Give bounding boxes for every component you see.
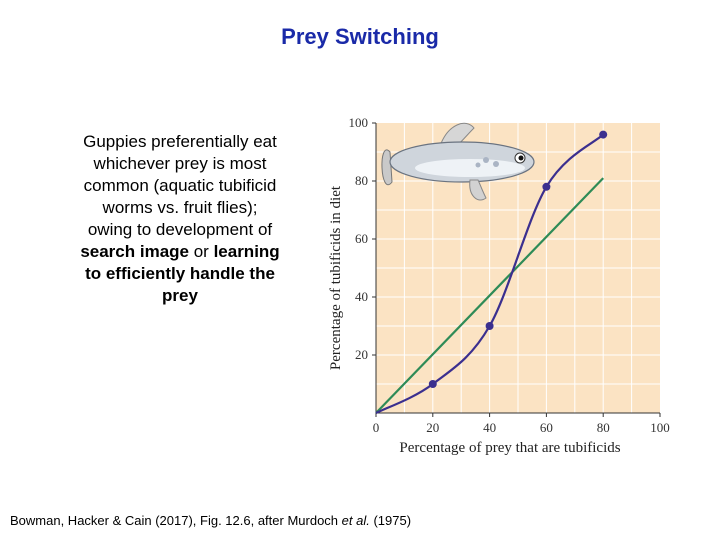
observed-line	[375, 133, 604, 414]
y-tick-label: 20	[355, 347, 368, 362]
data-point	[485, 322, 494, 330]
x-tick-label: 20	[426, 420, 439, 435]
y-tick-label: 60	[355, 231, 368, 246]
x-tick-label: 80	[597, 420, 610, 435]
data-point	[542, 182, 551, 191]
data-point	[599, 130, 608, 139]
x-tick-label: 60	[540, 420, 553, 435]
data-point	[428, 380, 437, 388]
y-tick-label: 80	[355, 173, 368, 188]
slide-title: Prey Switching	[281, 24, 439, 49]
observed-markers	[428, 130, 608, 388]
description-line-2c: or	[189, 242, 214, 261]
expected-line	[375, 177, 604, 414]
description-line-1: Guppies preferentially eat whichever pre…	[83, 132, 277, 217]
description-line-2a: owing to development of	[87, 220, 273, 239]
description-text: Guppies preferentially eat whichever pre…	[72, 131, 288, 307]
tick-labels: 0 20 40 60 80 100 20 40 60 80 100	[349, 115, 670, 435]
citation-part-1: Bowman, Hacker & Cain (2017), Fig. 12.6,…	[10, 513, 342, 528]
y-tick-label: 40	[355, 289, 368, 304]
x-axis-label: Percentage of prey that are tubificids	[399, 440, 620, 456]
x-tick-label: 100	[650, 420, 670, 435]
y-tick-label: 100	[349, 115, 369, 130]
guppy-fish-icon	[381, 123, 535, 201]
description-search-image: search image	[80, 242, 189, 261]
x-tick-label: 40	[483, 420, 496, 435]
x-tick-label: 0	[373, 420, 380, 435]
y-axis-label: Percentage of tubificids in diet	[328, 185, 344, 370]
citation-part-2: (1975)	[369, 513, 412, 528]
citation: Bowman, Hacker & Cain (2017), Fig. 12.6,…	[10, 513, 411, 528]
description-learning: learning to efficiently handle the prey	[85, 242, 280, 305]
citation-etal: et al.	[341, 513, 370, 528]
axes	[375, 123, 660, 414]
